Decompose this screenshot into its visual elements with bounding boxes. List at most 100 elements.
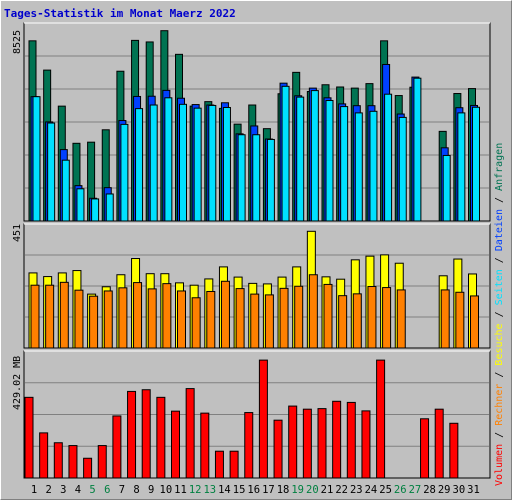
bar-seiten-day-29 [442,154,451,222]
bar-volumen-day-12 [185,388,195,479]
bar-seiten-day-19 [296,96,305,222]
bar-seiten-day-22 [340,106,349,222]
bar-rechner-day-19 [294,285,304,349]
bar-volumen-day-2 [39,432,49,479]
bar-volumen-day-9 [141,389,151,479]
bar-seiten-day-11 [179,103,187,222]
x-axis-label-day-21: 21 [321,484,334,496]
bar-volumen-day-22 [332,400,342,479]
bar-seiten-day-18 [281,85,290,222]
bar-rechner-day-4 [74,289,84,349]
x-axis-label-day-2: 2 [45,484,51,496]
x-axis-label-day-15: 15 [233,484,246,496]
bar-volumen-day-4 [68,445,78,479]
bar-rechner-day-23 [352,293,362,349]
bar-seiten-day-31 [472,106,480,222]
x-axis-label-day-12: 12 [189,484,202,496]
bar-rechner-day-5 [89,295,99,349]
bar-rechner-day-21 [323,283,333,349]
bar-volumen-day-6 [97,445,107,479]
bar-seiten-day-12 [193,107,202,222]
x-axis-label-day-4: 4 [75,484,81,496]
bar-seiten-day-3 [61,159,70,222]
x-axis-label-day-17: 17 [262,484,275,496]
bar-rechner-day-24 [367,286,377,349]
x-axis-label-day-24: 24 [365,484,378,496]
bar-rechner-day-1 [30,284,40,349]
x-axis-label-day-3: 3 [60,484,66,496]
bar-rechner-day-25 [382,287,392,349]
bar-volumen-day-15 [229,450,239,479]
bar-volumen-day-3 [53,442,63,479]
legend-sep: / [494,251,505,270]
bar-seiten-day-16 [252,134,261,222]
bar-volumen-day-25 [376,359,386,479]
bar-volumen-day-8 [127,390,137,479]
bottom-scale-label: 429.02 MB [12,355,23,410]
bar-volumen-day-10 [156,396,166,479]
x-axis-label-day-8: 8 [133,484,139,496]
bar-volumen-day-21 [317,408,327,479]
bar-volumen-day-18 [273,419,283,479]
bar-rechner-day-12 [191,297,201,349]
bar-rechner-day-18 [279,287,289,349]
legend-anfragen: Anfragen [494,142,505,191]
bar-rechner-day-9 [147,288,157,349]
bar-seiten-day-13 [208,104,217,222]
legend-sep: / [494,305,505,324]
legend-volumen: Volumen [494,443,505,486]
bar-rechner-day-31 [470,295,479,349]
bar-seiten-day-27 [413,77,422,222]
x-axis-label-day-28: 28 [423,484,436,496]
bar-volumen-day-23 [346,401,356,479]
bar-seiten-day-26 [398,116,407,222]
bar-rechner-day-29 [440,289,450,349]
legend-sep: / [494,190,505,209]
legend-sep: / [494,365,505,384]
legend-rechner: Rechner [494,383,505,426]
chart-title: Tages-Statistik im Monat Maerz 2022 [4,7,236,20]
legend-dateien: Dateien [494,209,505,252]
x-axis-label-day-27: 27 [409,484,422,496]
x-axis-label-day-19: 19 [291,484,304,496]
bar-volumen-day-19 [288,405,298,479]
x-axis-label-day-6: 6 [104,484,110,496]
legend-besuche: Besuche [494,323,505,366]
bar-seiten-day-20 [310,90,319,222]
x-axis-label-day-26: 26 [394,484,407,496]
bar-seiten-day-8 [135,108,144,222]
x-axis-label-day-11: 11 [174,484,187,496]
bar-seiten-day-10 [164,97,173,222]
bar-seiten-day-21 [325,100,334,222]
x-axis-label-day-29: 29 [438,484,451,496]
bar-rechner-day-10 [162,283,172,349]
x-axis-label-day-23: 23 [350,484,363,496]
bar-rechner-day-14 [220,280,230,349]
bar-volumen-day-7 [112,415,122,479]
bar-rechner-day-3 [59,281,69,349]
bar-rechner-day-30 [455,291,465,349]
bar-volumen-day-17 [258,359,268,479]
bar-seiten-day-2 [47,122,56,222]
bar-volumen-day-13 [200,412,210,479]
x-axis-label-day-13: 13 [203,484,216,496]
x-axis-label-day-16: 16 [247,484,260,496]
bar-rechner-day-6 [103,290,113,349]
x-axis-label-day-20: 20 [306,484,319,496]
bar-volumen-day-20 [302,408,312,479]
x-axis-label-day-1: 1 [31,484,37,496]
bar-seiten-day-5 [91,198,100,222]
bar-rechner-day-7 [118,287,128,349]
bar-volumen-day-14 [214,450,224,479]
bar-volumen-day-11 [171,410,180,479]
bar-volumen-day-24 [361,410,371,479]
bar-seiten-day-9 [149,104,158,222]
bar-rechner-day-26 [396,289,406,349]
bar-rechner-day-13 [206,290,216,349]
bar-seiten-day-30 [457,112,466,222]
bar-seiten-day-15 [237,134,246,222]
legend-sep: / [494,425,505,444]
x-axis-label-day-25: 25 [379,484,392,496]
bar-seiten-day-17 [266,138,275,222]
